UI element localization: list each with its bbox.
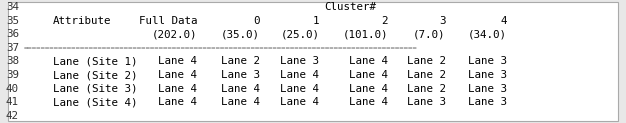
Text: Lane 2: Lane 2 <box>407 70 446 80</box>
Text: Attribute: Attribute <box>53 15 111 25</box>
Text: Lane 4: Lane 4 <box>158 56 197 67</box>
Text: (7.0): (7.0) <box>413 29 446 39</box>
Text: Cluster#: Cluster# <box>324 2 377 12</box>
Text: Lane (Site 2): Lane (Site 2) <box>53 70 138 80</box>
Text: Lane 4: Lane 4 <box>221 98 260 108</box>
Text: Lane (Site 3): Lane (Site 3) <box>53 84 138 94</box>
Text: 37: 37 <box>6 43 19 53</box>
FancyBboxPatch shape <box>8 2 618 121</box>
Text: 34: 34 <box>6 2 19 12</box>
Text: 39: 39 <box>6 70 19 80</box>
Text: Lane (Site 1): Lane (Site 1) <box>53 56 138 67</box>
Text: Lane 3: Lane 3 <box>407 98 446 108</box>
Text: Lane 4: Lane 4 <box>280 98 319 108</box>
Text: Lane 4: Lane 4 <box>280 70 319 80</box>
Text: (25.0): (25.0) <box>280 29 319 39</box>
Text: 36: 36 <box>6 29 19 39</box>
Text: Lane 2: Lane 2 <box>407 56 446 67</box>
Text: Lane 4: Lane 4 <box>158 98 197 108</box>
Text: Lane 4: Lane 4 <box>158 84 197 94</box>
Text: Lane 3: Lane 3 <box>468 56 507 67</box>
Text: Lane 4: Lane 4 <box>349 70 388 80</box>
Text: Lane 3: Lane 3 <box>221 70 260 80</box>
Text: Lane 4: Lane 4 <box>349 98 388 108</box>
Text: 3: 3 <box>439 15 446 25</box>
Text: 42: 42 <box>6 111 19 121</box>
Text: Full Data: Full Data <box>139 15 197 25</box>
Text: 41: 41 <box>6 98 19 108</box>
Text: 0: 0 <box>254 15 260 25</box>
Text: 2: 2 <box>382 15 388 25</box>
Text: Lane 3: Lane 3 <box>468 98 507 108</box>
Text: 35: 35 <box>6 15 19 25</box>
Text: Lane 4: Lane 4 <box>349 84 388 94</box>
Text: (34.0): (34.0) <box>468 29 507 39</box>
Text: ================================================================================: ========================================… <box>24 45 418 51</box>
Text: Lane 2: Lane 2 <box>407 84 446 94</box>
Text: Lane (Site 4): Lane (Site 4) <box>53 98 138 108</box>
Text: 4: 4 <box>501 15 507 25</box>
Text: (101.0): (101.0) <box>342 29 388 39</box>
Text: 1: 1 <box>313 15 319 25</box>
Text: 40: 40 <box>6 84 19 94</box>
Text: (35.0): (35.0) <box>221 29 260 39</box>
Text: Lane 3: Lane 3 <box>280 56 319 67</box>
Text: (202.0): (202.0) <box>151 29 197 39</box>
Text: Lane 4: Lane 4 <box>221 84 260 94</box>
Text: 38: 38 <box>6 56 19 67</box>
Text: Lane 4: Lane 4 <box>280 84 319 94</box>
Text: Lane 4: Lane 4 <box>349 56 388 67</box>
Text: Lane 2: Lane 2 <box>221 56 260 67</box>
Text: Lane 3: Lane 3 <box>468 70 507 80</box>
Text: Lane 4: Lane 4 <box>158 70 197 80</box>
Text: Lane 3: Lane 3 <box>468 84 507 94</box>
